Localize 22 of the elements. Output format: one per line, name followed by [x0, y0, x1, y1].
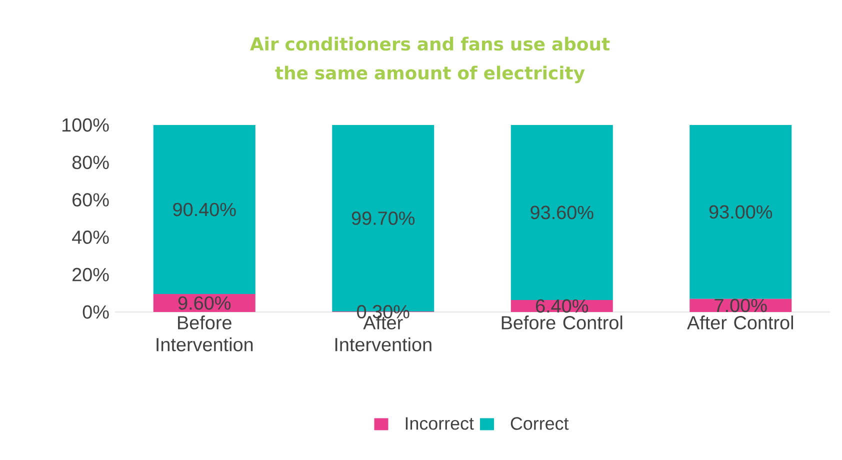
- data-label: 99.70%: [352, 212, 415, 225]
- y-tick-label: 80%: [72, 156, 109, 170]
- y-tick-label: 0%: [82, 305, 109, 319]
- chart-title: Air conditioners and fans use about the same amount of electricity: [250, 36, 610, 84]
- x-tick-label: Before Intervention: [156, 316, 253, 352]
- y-tick-label: 40%: [72, 230, 109, 244]
- legend-label: Incorrect: [406, 417, 474, 430]
- data-label: 7.00%: [714, 298, 767, 312]
- legend-label: Correct: [510, 417, 569, 430]
- bar: [690, 125, 792, 299]
- y-tick-label: 20%: [72, 268, 109, 282]
- y-tick-label: 100%: [62, 118, 109, 132]
- data-label: 9.60%: [178, 296, 231, 310]
- bar: [510, 125, 613, 300]
- y-tick-label: 60%: [72, 193, 109, 207]
- data-label: 6.40%: [536, 299, 588, 313]
- data-label: 90.40%: [173, 202, 236, 216]
- x-tick-label: After Control: [687, 316, 793, 330]
- x-tick-label: Before Control: [502, 316, 622, 330]
- bar: [153, 125, 256, 294]
- data-label: 93.60%: [530, 206, 594, 220]
- data-label: 93.00%: [709, 205, 772, 219]
